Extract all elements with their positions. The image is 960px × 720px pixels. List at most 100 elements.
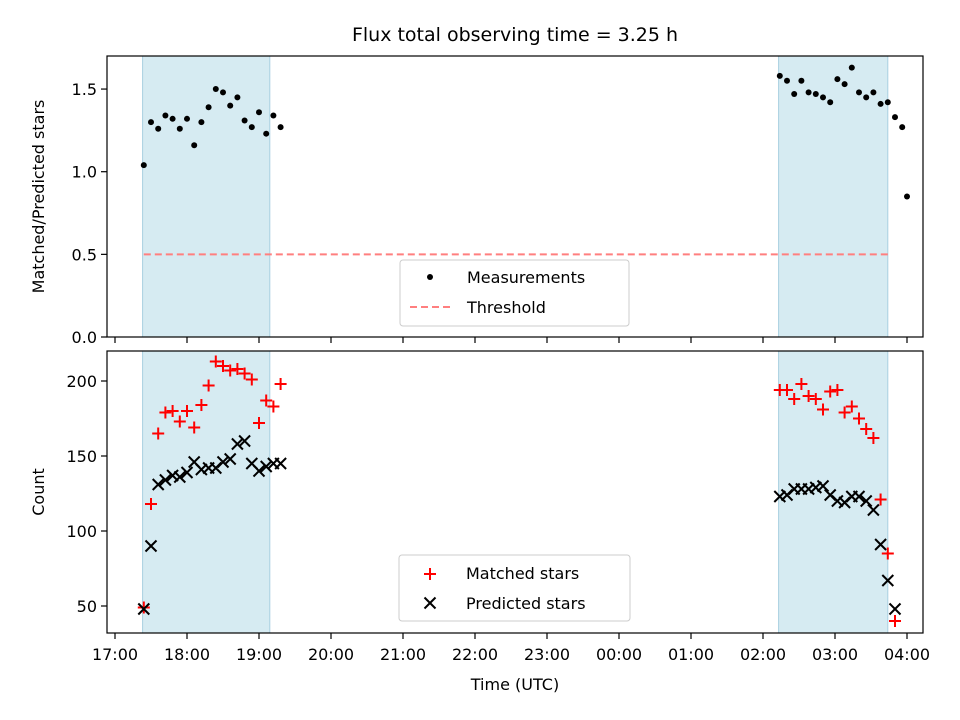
x-tick-label: 04:00 <box>884 645 930 664</box>
legend-box <box>398 554 631 622</box>
time-x-axis-label: Time (UTC) <box>470 675 559 694</box>
y-tick-label: 150 <box>66 447 97 466</box>
chart-title: Flux total observing time = 3.25 h <box>352 24 678 46</box>
matched-star-point <box>889 615 901 627</box>
predicted-star-point <box>259 460 273 473</box>
x-tick-label: 00:00 <box>596 645 642 664</box>
predicted-star-point <box>881 574 895 587</box>
predicted-star-point <box>144 539 158 553</box>
y-tick-label: 1.0 <box>72 163 97 182</box>
measurement-point <box>899 124 906 131</box>
matched-star-point <box>159 406 172 419</box>
matched-star-point <box>260 394 273 407</box>
measurement-point <box>162 112 169 119</box>
measurement-point <box>155 125 162 132</box>
matched-star-point <box>795 378 808 390</box>
predicted-star-point <box>252 464 266 478</box>
matched-star-point <box>137 601 150 614</box>
matched-star-point <box>202 379 215 392</box>
predicted-star-point <box>173 470 187 484</box>
measurement-point <box>212 86 219 93</box>
measurement-point <box>863 94 870 101</box>
measurement-point <box>892 114 898 121</box>
matched-star-point <box>253 417 265 429</box>
measurement-point <box>884 99 891 106</box>
x-tick-label: 22:00 <box>452 645 498 664</box>
x-tick-label: 20:00 <box>308 645 354 664</box>
matched-star-point <box>824 385 837 398</box>
matched-star-point <box>838 406 851 419</box>
x-tick-label: 18:00 <box>164 645 210 664</box>
measurement-point <box>191 142 198 149</box>
matched-star-point <box>238 367 251 380</box>
matched-star-point <box>166 405 179 417</box>
matched-star-point <box>152 427 165 440</box>
matched-star-point <box>267 400 280 413</box>
predicted-star-point <box>274 457 287 470</box>
matched-star-point <box>781 384 793 396</box>
measurement-point <box>798 77 805 84</box>
measurement-point <box>270 112 277 119</box>
y-tick-label: 50 <box>77 597 97 616</box>
y-tick-label: 0.5 <box>72 245 97 264</box>
predicted-star-point <box>159 473 172 487</box>
measurement-point <box>812 91 819 98</box>
flux-ratio-panel: 0.0 0.5 1.0 1.5 Matched/Predicted stars Mea… <box>29 55 924 347</box>
measurement-point <box>805 89 812 96</box>
measurement-point <box>870 89 877 96</box>
legend-matched-label: Matched stars <box>466 564 579 583</box>
matched-star-point <box>874 493 887 506</box>
matched-star-point <box>860 423 873 435</box>
measurement-point <box>827 99 834 106</box>
measurement-point <box>848 64 855 71</box>
measurement-point <box>820 94 826 101</box>
matched-star-point <box>274 378 287 390</box>
matched-star-point <box>853 412 865 425</box>
y-tick-label: 100 <box>66 522 97 541</box>
matched-star-point <box>802 390 815 402</box>
measurement-point <box>220 89 226 96</box>
predicted-star-point <box>859 494 873 508</box>
predicted-star-point <box>816 479 830 493</box>
matched-star-point <box>881 547 894 560</box>
matched-star-point <box>845 400 858 413</box>
matched-star-point <box>209 355 222 368</box>
legend-predicted-marker <box>423 596 437 610</box>
x-tick-label: 23:00 <box>524 645 570 664</box>
predicted-star-point <box>867 503 880 517</box>
measurement-point <box>227 102 234 109</box>
count-plot-frame <box>106 350 924 634</box>
count-panel: 50 100 150 200 17:00 18:00 19:00 20:00 21:00 22:0… <box>29 350 930 694</box>
predicted-star-point <box>874 538 887 551</box>
matched-star-point <box>231 363 244 375</box>
measurement-point <box>198 119 205 126</box>
observing-window-2 <box>778 55 889 338</box>
predicted-star-point <box>137 602 151 616</box>
matched-star-point <box>809 393 822 405</box>
measurement-point <box>277 124 284 131</box>
measurement-point <box>140 162 147 169</box>
matched-star-point <box>867 432 880 444</box>
measurement-point <box>904 193 910 200</box>
x-tick-label: 17:00 <box>92 645 138 664</box>
matched-star-point <box>145 498 157 510</box>
measurement-point <box>834 76 841 83</box>
matched-star-point <box>217 360 229 372</box>
predicted-star-point <box>238 434 251 448</box>
y-tick-label: 0.0 <box>72 328 97 347</box>
x-tick-label: 21:00 <box>380 645 426 664</box>
x-tick-label: 01:00 <box>668 645 714 664</box>
x-tick-label: 03:00 <box>812 645 858 664</box>
measurement-point <box>256 109 262 116</box>
count-y-axis-label: Count <box>29 468 48 516</box>
observing-window-1 <box>142 350 271 634</box>
count-legend: Matched stars Predicted stars <box>398 554 631 622</box>
predicted-star-point <box>216 455 230 469</box>
y-tick-label: 1.5 <box>72 80 97 99</box>
measurement-point <box>791 91 798 98</box>
measurement-point <box>241 117 248 124</box>
predicted-star-point <box>223 452 237 466</box>
legend-matched-marker <box>424 568 436 580</box>
predicted-star-point <box>852 490 866 503</box>
